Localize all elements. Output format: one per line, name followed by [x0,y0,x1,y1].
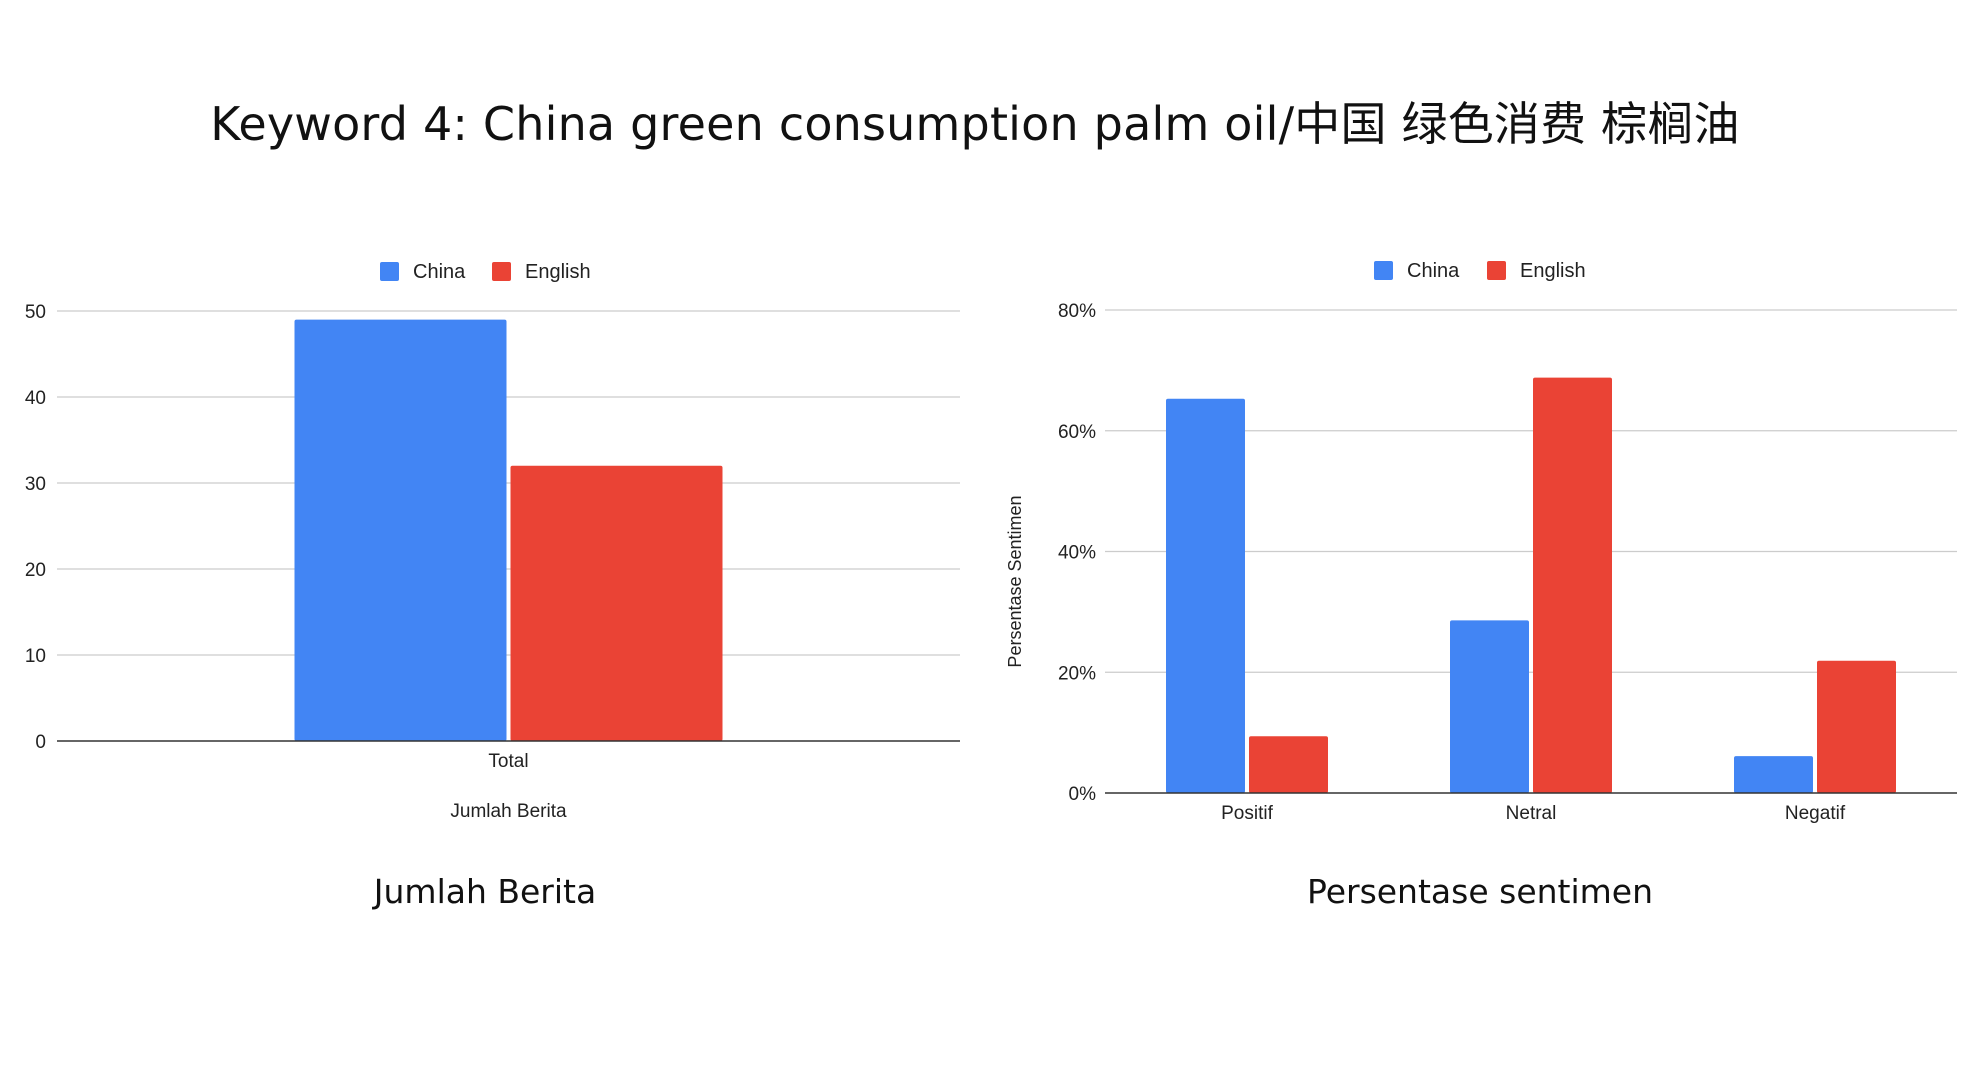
legend-swatch-china [380,262,399,281]
legend-swatch-english [492,262,511,281]
y-axis-title: Persentase Sentimen [1005,495,1025,667]
x-axis-title: Jumlah Berita [450,801,567,822]
legend-label-english: English [525,261,591,283]
y-tick-label: 60% [1058,422,1096,443]
x-tick-label: Positif [1221,803,1273,824]
bar-english-total [510,465,723,741]
y-tick-label: 30 [25,474,46,495]
x-tick-label: Negatif [1785,803,1846,824]
y-tick-label: 50 [25,302,46,323]
bar-china-total [294,319,507,741]
bar-english-negatif [1817,660,1896,793]
x-tick-label: Netral [1506,803,1557,824]
y-tick-label: 40% [1058,543,1096,564]
legend-swatch-china [1374,261,1393,280]
bar-english-positif [1249,736,1328,793]
caption-persentase-sentimen: Persentase sentimen [1306,872,1654,911]
bar-english-netral [1533,377,1612,793]
x-tick-label: Total [488,751,528,772]
y-tick-label: 0% [1069,784,1097,805]
bar-china-positif [1166,398,1245,793]
y-tick-label: 20 [25,560,46,581]
caption-jumlah-berita: Jumlah Berita [373,872,597,911]
legend-label-china: China [413,261,466,283]
y-tick-label: 40 [25,388,46,409]
chart-jumlah-berita: 0 10 20 30 40 50 Total China English Jumlah Berit… [25,261,960,822]
bar-china-netral [1450,620,1529,793]
y-tick-label: 80% [1058,301,1096,322]
legend-label-china: China [1407,260,1460,282]
bar-china-negatif [1734,756,1813,793]
y-tick-label: 20% [1058,663,1096,684]
legend-swatch-english [1487,261,1506,280]
page-title: Keyword 4: China green consumption palm … [210,97,1740,151]
y-tick-label: 10 [25,646,46,667]
y-tick-label: 0 [35,732,46,753]
legend-label-english: English [1520,260,1586,282]
